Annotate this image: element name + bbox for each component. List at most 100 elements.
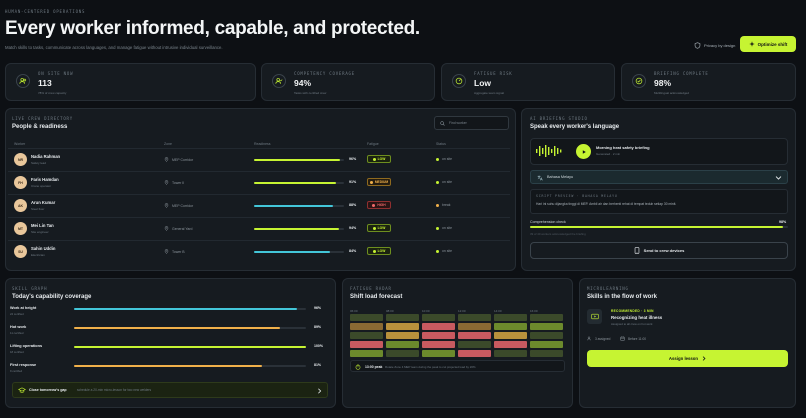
heatmap-cell[interactable] [386,314,419,321]
heatmap-cell[interactable] [350,314,383,321]
table-row[interactable]: FH Faris Hamdan Crane operator Tower II 91% M… [8,171,510,193]
heatmap-cell[interactable] [458,332,491,339]
readiness-value: 96% [349,157,357,161]
readiness-bar-fill [254,159,341,161]
column-header-worker: Worker [14,142,26,146]
optimize-shift-button[interactable]: Optimize shift [740,36,796,52]
status-label: break [442,203,451,207]
heatmap-cell[interactable] [386,323,419,330]
hour-label: 14:00 [494,309,502,313]
stat-label: ON SITE NOW [38,71,74,76]
gap-title: Close tomorrow's gap [29,388,67,392]
heatmap-cell[interactable] [350,350,383,357]
status-dot [436,203,439,207]
skill-bar [74,365,306,367]
skill-name: Work at height [10,306,37,310]
heatmap-cell[interactable] [422,332,455,339]
map-pin-icon [164,180,169,185]
heatmap-cell[interactable] [350,341,383,348]
fatigue-dot [372,226,376,230]
skills-title: Today's capability coverage [12,294,92,300]
table-row[interactable]: MT Mei Lin Tan Site engineer General Yard 94… [8,217,510,239]
stat-note: 78% of crew capacity [38,91,67,95]
lesson-note: Assigned to all crew on hot work [611,322,653,326]
stat-value: 98% [654,78,672,88]
map-pin-icon [164,249,169,254]
worker-name: Arun Kumar [31,200,56,205]
heatmap-cell[interactable] [458,323,491,330]
heatmap-cell[interactable] [386,341,419,348]
heatmap-cell[interactable] [422,314,455,321]
skill-bar-fill [74,346,306,348]
status-label: on site [442,249,452,253]
skill-bar-fill [74,327,281,329]
chevron-right-icon [318,388,322,394]
heatmap-cell[interactable] [458,314,491,321]
hour-label: 10:00 [422,309,430,313]
heatmap-cell[interactable] [530,341,563,348]
fatigue-dot [372,249,376,253]
comprehension-bar-fill [530,226,783,228]
heatmap-cell[interactable] [350,332,383,339]
worker-zone: Tower B [164,249,185,254]
close-gap-banner[interactable]: Close tomorrow's gap schedule a 20-min m… [12,382,328,398]
map-pin-icon [164,157,169,162]
readiness-bar-fill [254,228,339,230]
readiness-value: 88% [349,203,357,207]
heatmap-cell[interactable] [530,350,563,357]
lesson-title[interactable]: Recognizing heat illness [611,315,663,320]
status-dot [436,180,439,184]
map-pin-icon [164,203,169,208]
heatmap-cell[interactable] [458,350,491,357]
heatmap-cell[interactable] [422,350,455,357]
readiness-bar [254,251,344,253]
send-to-devices-button[interactable]: Send to crew devices [530,242,788,259]
readiness-bar-fill [254,205,334,207]
peak-text: Rotate Zone 4 MEP team during the peak t… [385,364,476,369]
status-badge: on site [436,249,452,253]
language-select[interactable]: Bahasa Melayu [530,170,788,184]
heatmap-cell[interactable] [458,341,491,348]
heatmap-cell[interactable] [422,341,455,348]
send-to-devices-label: Send to crew devices [643,248,685,253]
heatmap-cell[interactable] [530,314,563,321]
worker-zone: General Yard [164,226,193,231]
heatmap-cell[interactable] [494,314,527,321]
fatigue-badge: HIGH [367,201,391,209]
worker-role: Crane operator [31,184,52,188]
lesson-assigned-count: 3 assigned [595,336,611,341]
table-row[interactable]: NR Nadia Rahman Safety lead MEP Corridor 96%… [8,148,510,170]
search-input[interactable]: Find worker [434,116,509,130]
stat-value: 94% [294,78,312,88]
skill-name: Lifting operations [10,344,43,348]
status-label: on site [442,180,452,184]
waveform-icon [536,145,562,157]
heatmap-cell[interactable] [494,323,527,330]
fatigue-label: HIGH [377,203,386,207]
map-pin-icon [164,226,169,231]
play-button[interactable] [576,144,591,159]
heatmap-cell[interactable] [494,341,527,348]
users-icon [587,336,591,341]
stat-label: BRIEFING COMPLETE [654,71,709,76]
heatmap-cell[interactable] [422,323,455,330]
assign-lesson-label: Assign lesson [668,356,699,361]
comprehension-value: 98% [779,220,787,224]
heatmap-cell[interactable] [386,332,419,339]
worker-role: Safety lead [31,161,47,165]
device-icon [634,247,639,254]
table-row[interactable]: SU Sahin Uddin Electrician Tower B 84% LOW on … [8,240,510,262]
assign-lesson-button[interactable]: Assign lesson [587,350,788,367]
heatmap-cell[interactable] [386,350,419,357]
heatmap-cell[interactable] [494,332,527,339]
heatmap-cell[interactable] [350,323,383,330]
fatigue-label: MEDIUM [374,180,389,184]
heatmap-cell[interactable] [530,323,563,330]
stat-note: Multilingual acknowledged [654,91,690,95]
table-row[interactable]: AK Arun Kumar Steel fixer MEP Corridor 88% HI… [8,194,510,216]
calendar-icon [620,336,625,341]
privacy-badge: Privacy by design [694,40,735,50]
heatmap-cell[interactable] [494,350,527,357]
status-label: on site [442,226,452,230]
heatmap-cell[interactable] [530,332,563,339]
